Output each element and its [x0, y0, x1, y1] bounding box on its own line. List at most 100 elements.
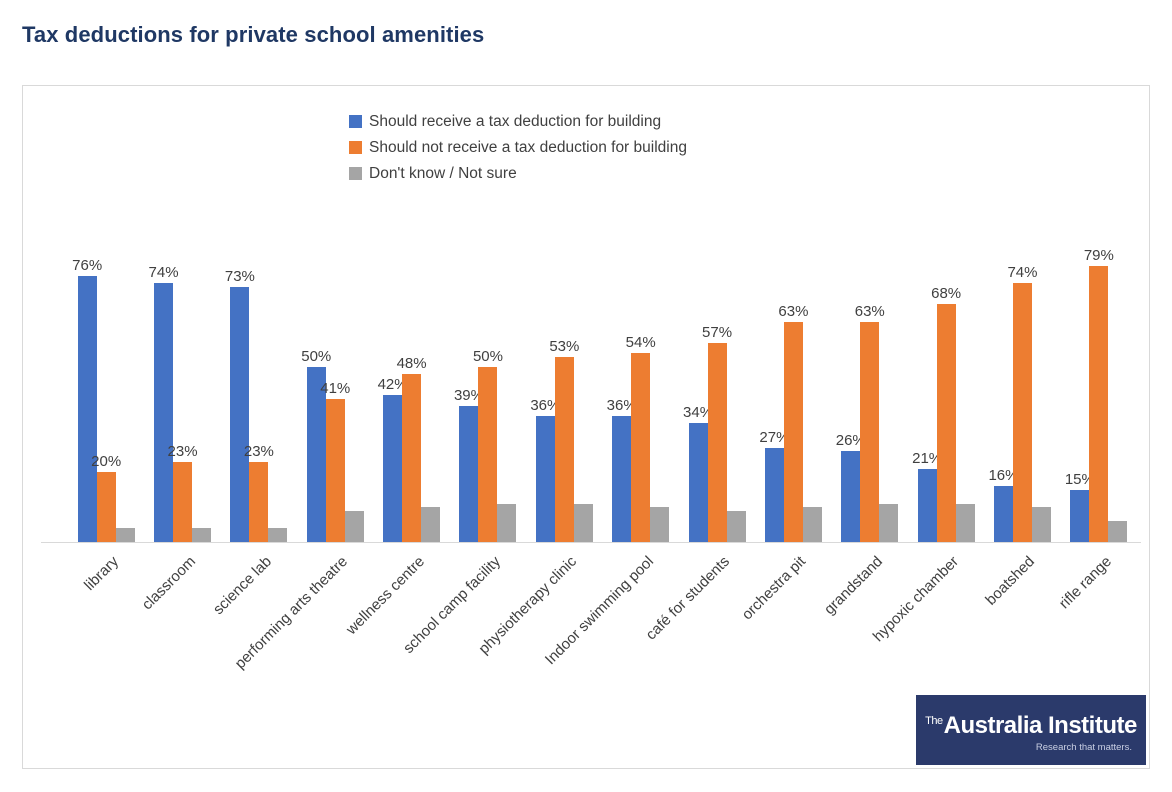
legend-swatch-icon: [349, 115, 362, 128]
data-label: 74%: [148, 264, 179, 281]
barwrap: 16%: [988, 146, 1019, 542]
barwrap: 23%: [168, 146, 198, 542]
bar: [860, 321, 880, 542]
bar: [726, 510, 746, 542]
bar-group-science-lab: 73% 23%: [221, 146, 297, 542]
bar-group-physiotherapy-clinic: 36% 53%: [526, 146, 602, 542]
logo-name: Australia Institute: [943, 712, 1138, 739]
barwrap: 20%: [91, 146, 121, 542]
legend-item: Should receive a tax deduction for build…: [349, 112, 687, 131]
data-label: 21%: [912, 449, 943, 467]
bar: [1089, 265, 1109, 542]
bar: [497, 503, 517, 542]
data-label: 34%: [683, 404, 714, 421]
bar: [173, 461, 193, 542]
bar: [230, 286, 250, 542]
legend-swatch-icon: [349, 141, 362, 154]
logo-prefix: The: [925, 715, 943, 727]
barwrap: 42%: [378, 146, 408, 542]
chart-frame: Should receive a tax deduction for build…: [22, 85, 1150, 769]
data-label: 26%: [835, 432, 866, 449]
bar: [993, 486, 1013, 542]
bar: [402, 374, 422, 542]
data-label: 63%: [854, 302, 885, 320]
barwrap: 27%: [759, 146, 789, 542]
barwrap: 79%: [1084, 146, 1114, 542]
data-label: 73%: [224, 267, 255, 285]
legend-swatch-icon: [349, 167, 362, 180]
data-label: 42%: [377, 376, 408, 393]
barwrap: 73%: [225, 146, 255, 542]
barwrap: 63%: [855, 146, 885, 542]
data-label: 39%: [453, 386, 484, 404]
data-label: 27%: [759, 428, 790, 446]
barwrap: [115, 146, 135, 542]
bar-group-grandstand: 26% 63%: [832, 146, 908, 542]
bar: [841, 451, 861, 542]
barwrap: [802, 146, 822, 542]
bar: [688, 423, 708, 542]
data-label: 20%: [91, 453, 122, 470]
bar-group-hypoxic-chamber: 21% 68%: [908, 146, 984, 542]
barwrap: 74%: [1007, 146, 1038, 542]
page-title: Tax deductions for private school amenit…: [22, 22, 485, 47]
barwrap: [497, 146, 517, 542]
data-label: 48%: [396, 355, 427, 372]
barwrap: 39%: [454, 146, 484, 542]
barwrap: [726, 146, 746, 542]
legend-item: Don't know / Not sure: [349, 164, 687, 183]
bar-group-performing-arts-theatre: 50% 41%: [297, 146, 373, 542]
barwrap: [573, 146, 593, 542]
data-label: 57%: [702, 323, 733, 341]
bar: [383, 395, 403, 542]
barwrap: 68%: [931, 146, 961, 542]
barwrap: [268, 146, 288, 542]
logo-wordmark: TheAustralia Institute: [916, 708, 1146, 739]
barwrap: [421, 146, 441, 542]
bar: [96, 472, 116, 542]
data-label: 50%: [472, 348, 503, 365]
bar: [306, 367, 326, 542]
bar-group-school-camp-facility: 39% 50%: [450, 146, 526, 542]
bar: [631, 353, 651, 542]
bar: [192, 528, 212, 542]
barwrap: 15%: [1065, 146, 1095, 542]
bar: [154, 283, 174, 542]
bar: [478, 367, 498, 542]
barwrap: [344, 146, 364, 542]
chart-legend: Should receive a tax deduction for build…: [349, 112, 687, 190]
bar-group-library: 76% 20%: [68, 146, 144, 542]
bar-group-rifle-range: 15% 79%: [1061, 146, 1137, 542]
x-axis-line: [41, 542, 1141, 543]
data-label: 15%: [1064, 470, 1095, 488]
bar: [707, 342, 727, 542]
barwrap: 36%: [530, 146, 560, 542]
barwrap: 21%: [912, 146, 942, 542]
bar: [344, 510, 364, 542]
barwrap: [192, 146, 212, 542]
barwrap: 50%: [301, 146, 331, 542]
barwrap: 34%: [683, 146, 713, 542]
data-label: 16%: [988, 467, 1019, 484]
bar: [1108, 521, 1128, 542]
bar: [459, 405, 479, 542]
australia-institute-logo: TheAustralia Institute Research that mat…: [916, 695, 1146, 765]
barwrap: 36%: [607, 146, 637, 542]
bar: [535, 416, 555, 542]
data-label: 50%: [301, 348, 332, 365]
barwrap: 41%: [320, 146, 350, 542]
barwrap: [955, 146, 975, 542]
bar: [421, 507, 441, 542]
bar: [650, 507, 670, 542]
bar: [1012, 283, 1032, 542]
bar: [554, 356, 574, 542]
plot-area: 76% 20% 74% 23% 73% 23% 50% 41% 42% 48% 39% 50% 36% 5…: [68, 146, 1137, 542]
data-label: 54%: [625, 334, 656, 351]
bar: [249, 461, 269, 542]
barwrap: 74%: [149, 146, 179, 542]
bar: [917, 468, 937, 542]
data-label: 74%: [1007, 264, 1038, 281]
barwrap: 57%: [702, 146, 732, 542]
bar: [325, 398, 345, 542]
data-label: 79%: [1083, 246, 1114, 264]
